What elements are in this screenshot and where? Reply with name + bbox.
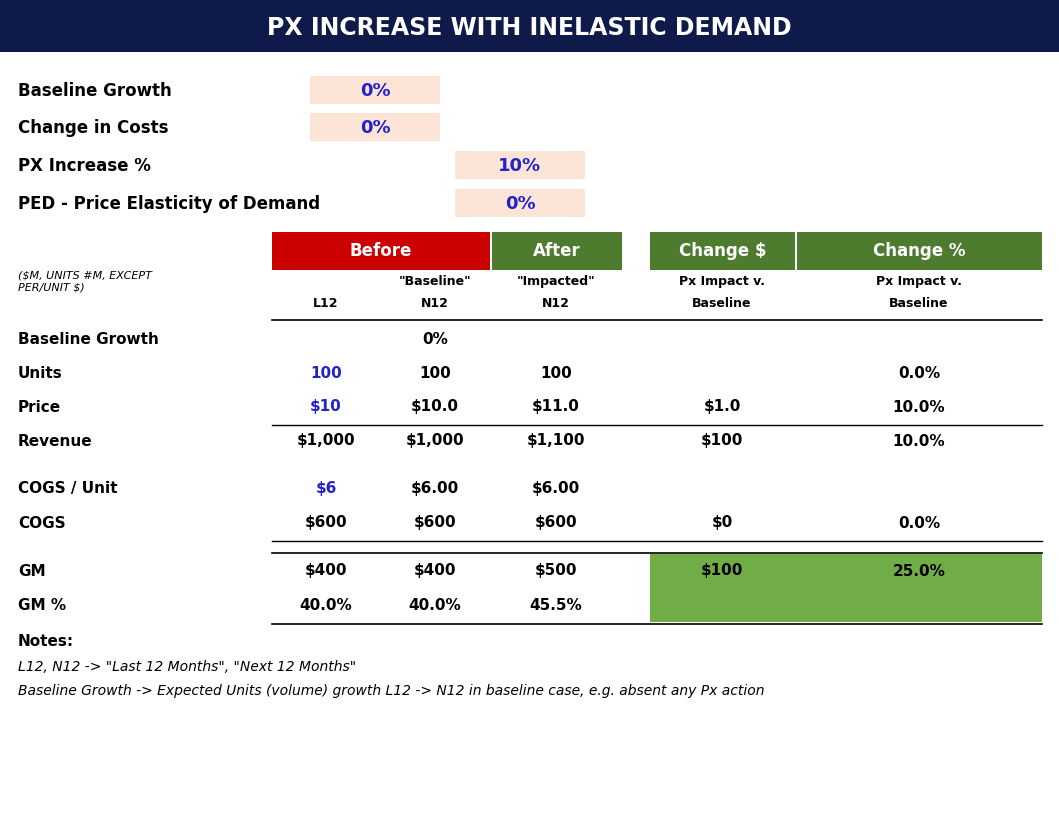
Text: GM %: GM % <box>18 598 66 613</box>
Text: $100: $100 <box>701 434 743 448</box>
Text: 0%: 0% <box>423 332 448 346</box>
Text: 0%: 0% <box>360 82 391 100</box>
Text: PER/UNIT $): PER/UNIT $) <box>18 283 85 293</box>
Text: L12: L12 <box>313 297 339 310</box>
Text: $1.0: $1.0 <box>703 400 740 415</box>
Bar <box>650 232 795 270</box>
Text: 100: 100 <box>310 365 342 380</box>
Text: $600: $600 <box>414 516 456 531</box>
Text: Baseline Growth -> Expected Units (volume) growth L12 -> N12 in baseline case, e: Baseline Growth -> Expected Units (volum… <box>18 684 765 698</box>
Text: Px Impact v.: Px Impact v. <box>876 275 962 288</box>
Text: 40.0%: 40.0% <box>300 598 353 613</box>
Text: $500: $500 <box>535 563 577 579</box>
Text: "Impacted": "Impacted" <box>517 275 595 288</box>
Text: Change %: Change % <box>874 242 966 260</box>
Text: GM: GM <box>18 563 46 579</box>
Text: 10.0%: 10.0% <box>893 400 946 415</box>
Text: After: After <box>533 242 581 260</box>
Text: 25.0%: 25.0% <box>893 563 946 579</box>
Text: 0.0%: 0.0% <box>898 365 940 380</box>
Text: Before: Before <box>349 242 412 260</box>
Text: 40.0%: 40.0% <box>409 598 462 613</box>
Text: PX Increase %: PX Increase % <box>18 157 150 175</box>
Text: $600: $600 <box>535 516 577 531</box>
Bar <box>310 113 439 141</box>
Text: $1,000: $1,000 <box>297 434 356 448</box>
Text: Price: Price <box>18 400 61 415</box>
Text: Baseline Growth: Baseline Growth <box>18 332 159 346</box>
Text: Units: Units <box>18 365 62 380</box>
Bar <box>797 232 1042 270</box>
Text: Revenue: Revenue <box>18 434 92 448</box>
Text: 0.0%: 0.0% <box>898 516 940 531</box>
Text: N12: N12 <box>542 297 570 310</box>
Text: L12, N12 -> "Last 12 Months", "Next 12 Months": L12, N12 -> "Last 12 Months", "Next 12 M… <box>18 660 356 674</box>
Text: PED - Price Elasticity of Demand: PED - Price Elasticity of Demand <box>18 195 320 213</box>
Text: $6: $6 <box>316 482 337 497</box>
Text: N12: N12 <box>421 297 449 310</box>
Text: Baseline: Baseline <box>693 297 752 310</box>
Text: 100: 100 <box>419 365 451 380</box>
Text: 100: 100 <box>540 365 572 380</box>
Text: "Baseline": "Baseline" <box>398 275 471 288</box>
Bar <box>650 554 1042 588</box>
Bar <box>455 189 585 217</box>
Text: ($M, UNITS #M, EXCEPT: ($M, UNITS #M, EXCEPT <box>18 270 151 280</box>
Text: 10.0%: 10.0% <box>893 434 946 448</box>
Bar <box>310 76 439 104</box>
Bar <box>650 588 1042 622</box>
Text: $100: $100 <box>701 563 743 579</box>
Text: Px Impact v.: Px Impact v. <box>679 275 765 288</box>
Text: $10.0: $10.0 <box>411 400 459 415</box>
Text: Change $: Change $ <box>679 242 767 260</box>
Text: Baseline: Baseline <box>890 297 949 310</box>
Text: PX INCREASE WITH INELASTIC DEMAND: PX INCREASE WITH INELASTIC DEMAND <box>267 16 792 40</box>
Text: 0%: 0% <box>360 119 391 137</box>
Text: 10%: 10% <box>499 157 541 175</box>
Bar <box>0 0 1059 52</box>
Bar <box>455 151 585 179</box>
Text: COGS / Unit: COGS / Unit <box>18 482 118 497</box>
Text: $6.00: $6.00 <box>532 482 580 497</box>
Text: $400: $400 <box>414 563 456 579</box>
Text: 45.5%: 45.5% <box>530 598 582 613</box>
Text: $600: $600 <box>305 516 347 531</box>
Text: COGS: COGS <box>18 516 66 531</box>
Text: $1,000: $1,000 <box>406 434 464 448</box>
Bar <box>492 232 622 270</box>
Text: $400: $400 <box>305 563 347 579</box>
Text: $1,100: $1,100 <box>526 434 586 448</box>
Text: Baseline Growth: Baseline Growth <box>18 82 172 100</box>
Text: $6.00: $6.00 <box>411 482 460 497</box>
Text: Notes:: Notes: <box>18 634 74 649</box>
Text: Change in Costs: Change in Costs <box>18 119 168 137</box>
Text: $11.0: $11.0 <box>532 400 580 415</box>
Text: $0: $0 <box>712 516 733 531</box>
Text: 0%: 0% <box>505 195 535 213</box>
Bar <box>272 232 490 270</box>
Text: $10: $10 <box>310 400 342 415</box>
